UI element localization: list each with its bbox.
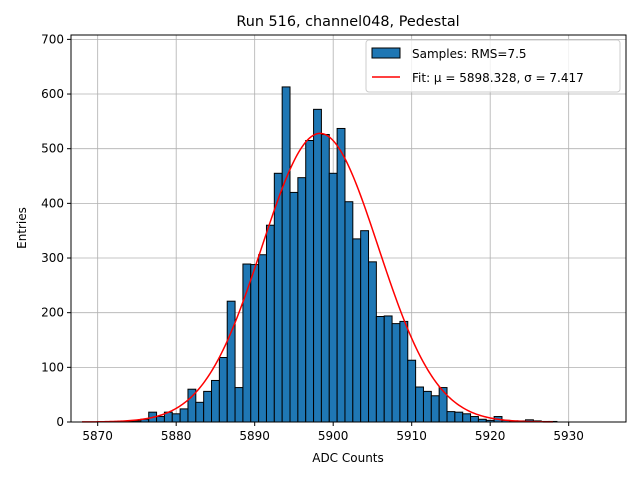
y-tick-label: 500 bbox=[41, 142, 64, 156]
x-tick-label: 5880 bbox=[161, 429, 192, 443]
histogram-bar bbox=[391, 323, 401, 423]
histogram-bar bbox=[462, 413, 472, 423]
y-tick-label: 400 bbox=[41, 196, 64, 210]
fit-curve bbox=[81, 132, 553, 423]
legend: Samples: RMS=7.5 Fit: μ = 5898.328, σ = … bbox=[365, 39, 621, 93]
x-tick-label: 5930 bbox=[553, 429, 584, 443]
histogram-bar bbox=[360, 230, 370, 423]
y-tick-label: 200 bbox=[41, 306, 64, 320]
x-tick-label: 5870 bbox=[82, 429, 113, 443]
histogram-bar bbox=[344, 201, 354, 423]
y-tick-label: 700 bbox=[41, 32, 64, 46]
y-axis-ticks: 0 100 200 300 400 500 600 700 bbox=[41, 32, 71, 429]
histogram-bar bbox=[430, 395, 440, 423]
histogram-bar bbox=[179, 408, 189, 423]
y-tick-label: 300 bbox=[41, 251, 64, 265]
histogram-bar bbox=[375, 316, 385, 423]
histogram-bar bbox=[273, 172, 283, 423]
x-axis-label: ADC Counts bbox=[312, 451, 384, 465]
histogram-bar bbox=[289, 191, 299, 423]
histogram-bar bbox=[415, 386, 424, 423]
histogram-bar bbox=[203, 390, 213, 423]
chart-title: Run 516, channel048, Pedestal bbox=[236, 14, 459, 30]
histogram-bar bbox=[438, 387, 448, 423]
histogram-bar bbox=[226, 300, 236, 423]
y-tick-label: 600 bbox=[41, 87, 64, 101]
histogram-bar bbox=[305, 139, 315, 423]
histogram-bar bbox=[336, 127, 346, 423]
histogram-bar bbox=[281, 86, 291, 423]
legend-label-samples: Samples: RMS=7.5 bbox=[412, 47, 527, 61]
x-axis-ticks: 5870 5880 5890 5900 5910 5920 5930 bbox=[82, 422, 584, 443]
histogram-bar bbox=[407, 359, 417, 423]
x-tick-label: 5900 bbox=[318, 429, 349, 443]
histogram-bar bbox=[211, 379, 220, 423]
histogram-bar bbox=[383, 315, 393, 423]
histogram-bar bbox=[250, 264, 260, 423]
legend-swatch-samples bbox=[371, 47, 401, 59]
legend-label-fit: Fit: μ = 5898.328, σ = 7.417 bbox=[412, 71, 584, 85]
histogram-bar bbox=[328, 172, 338, 423]
histogram-bar bbox=[218, 357, 228, 423]
histogram-bar bbox=[313, 108, 322, 423]
histogram-bar bbox=[320, 133, 330, 423]
legend-box bbox=[365, 39, 621, 93]
x-tick-label: 5890 bbox=[239, 429, 270, 443]
histogram-bar bbox=[297, 177, 307, 423]
y-axis-label: Entries bbox=[15, 207, 29, 249]
histogram-bar bbox=[195, 401, 205, 423]
histogram-bar bbox=[399, 320, 409, 423]
histogram-bar bbox=[234, 387, 244, 423]
histogram-bar bbox=[242, 263, 252, 423]
histogram-bar bbox=[258, 254, 267, 423]
x-tick-label: 5910 bbox=[396, 429, 427, 443]
histogram-bar bbox=[265, 224, 275, 423]
histogram-bar bbox=[454, 411, 464, 423]
histogram-bar bbox=[446, 411, 456, 423]
y-tick-label: 0 bbox=[56, 415, 64, 429]
histogram-bar bbox=[352, 238, 362, 423]
histogram-bar bbox=[422, 390, 432, 423]
y-tick-label: 100 bbox=[41, 360, 64, 374]
histogram-bar bbox=[470, 416, 479, 423]
x-tick-label: 5920 bbox=[475, 429, 506, 443]
histogram-bar bbox=[171, 413, 181, 423]
histogram-bar bbox=[156, 416, 165, 423]
histogram-bar bbox=[368, 261, 377, 423]
plot-frame bbox=[70, 34, 627, 423]
